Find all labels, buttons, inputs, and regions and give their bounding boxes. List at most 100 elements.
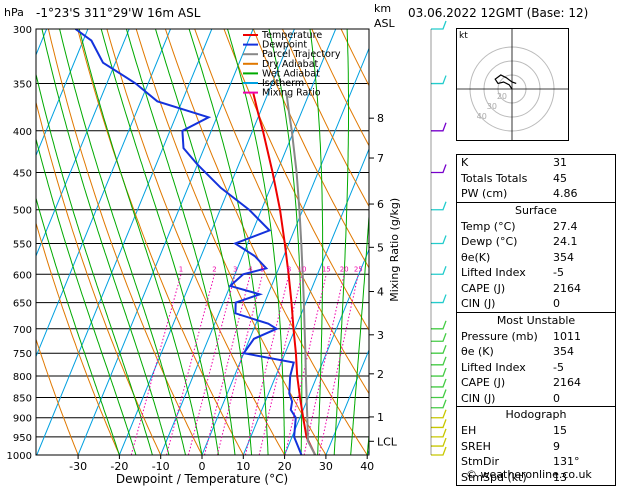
index-row: CAPE (J) 2164 bbox=[457, 375, 615, 391]
index-value: 4.86 bbox=[553, 187, 578, 200]
isotherm-line bbox=[36, 29, 213, 455]
credit-text: © weatheronline.co.uk bbox=[466, 468, 592, 481]
dry-adiabat-line bbox=[135, 29, 327, 455]
index-label: Lifted Index bbox=[461, 266, 526, 279]
index-label: CIN (J) bbox=[461, 391, 496, 405]
wet-adiabat-line bbox=[155, 29, 253, 455]
x-tick-label: 40 bbox=[360, 460, 374, 473]
index-row: θe (K) 354 bbox=[457, 344, 615, 360]
x-tick-label: 0 bbox=[199, 460, 206, 473]
legend-entry-label: Dewpoint bbox=[262, 40, 307, 51]
mixing-ratio-line bbox=[130, 274, 182, 455]
isotherm-line bbox=[77, 29, 254, 455]
wet-adiabat-line bbox=[41, 29, 170, 455]
wet-adiabat-line bbox=[350, 209, 369, 455]
index-value: 13 bbox=[553, 470, 567, 484]
index-label: θe(K) bbox=[461, 250, 491, 264]
hodograph-frame bbox=[456, 28, 569, 141]
legend-entry-label: Wet Adiabat bbox=[262, 68, 320, 79]
isotherm-line bbox=[201, 47, 369, 455]
asl-unit-label: ASL bbox=[374, 17, 396, 30]
pressure-tick-label: 350 bbox=[13, 80, 32, 91]
legend-entry-label: Mixing Ratio bbox=[262, 88, 321, 99]
x-tick-label: -20 bbox=[110, 460, 128, 473]
hodograph-ring-label: 30 bbox=[487, 102, 497, 111]
dry-adiabat-line bbox=[252, 29, 369, 269]
index-label: EH bbox=[461, 424, 477, 437]
hodograph-ring-label: 20 bbox=[497, 92, 507, 101]
index-value: 24.1 bbox=[553, 235, 578, 248]
height-tick-label: 3 bbox=[377, 329, 384, 342]
index-label: SREH bbox=[461, 439, 491, 453]
height-tick-label: 2 bbox=[377, 368, 384, 381]
wet-adiabat-line bbox=[309, 29, 324, 455]
index-label: Lifted Index bbox=[461, 360, 526, 374]
surface-box: Surface Temp (°C) 27.4 Dewp (°C) 24.1 θe(K… bbox=[456, 202, 616, 313]
index-label: Dewp (°C) bbox=[461, 235, 518, 248]
index-label: θe (K) bbox=[461, 345, 494, 358]
x-axis-label: Dewpoint / Temperature (°C) bbox=[116, 472, 288, 486]
index-label: CAPE (J) bbox=[461, 281, 506, 295]
index-value: 27.4 bbox=[553, 219, 578, 233]
index-value: 9 bbox=[553, 439, 560, 453]
wet-adiabat-line bbox=[59, 29, 186, 455]
isotherm-line bbox=[242, 147, 369, 455]
index-value: 2164 bbox=[553, 281, 581, 295]
index-value: 354 bbox=[553, 345, 574, 358]
index-value: 1011 bbox=[553, 329, 581, 343]
index-row: Temp (°C) 27.4 bbox=[457, 219, 615, 235]
wet-adiabat-line bbox=[78, 29, 203, 455]
index-label: K bbox=[461, 156, 469, 169]
index-label: Temp (°C) bbox=[461, 219, 516, 233]
dry-adiabat-line bbox=[77, 29, 244, 455]
wind-barb bbox=[431, 266, 447, 275]
index-row: CIN (J) 0 bbox=[457, 391, 615, 407]
wind-barb bbox=[431, 389, 447, 399]
wet-adiabat-line bbox=[188, 29, 269, 455]
index-value: -5 bbox=[553, 266, 564, 279]
wet-adiabat-line bbox=[36, 196, 120, 455]
index-row: PW (cm) 4.86 bbox=[457, 186, 615, 202]
mixing-ratio-label: 1 bbox=[179, 265, 183, 273]
wind-barb bbox=[431, 367, 447, 377]
wet-adiabat-line bbox=[36, 72, 153, 455]
index-row: StmSpd (kt) 13 bbox=[457, 470, 615, 486]
index-row: EH 15 bbox=[457, 423, 615, 439]
x-tick-label: -10 bbox=[152, 460, 170, 473]
index-label: StmSpd (kt) bbox=[461, 470, 527, 484]
index-row: K 31 bbox=[457, 155, 615, 171]
wind-barb bbox=[431, 409, 447, 419]
hodograph-ring-label: 40 bbox=[477, 112, 487, 121]
sounding-datetime: 03.06.2022 12GMT (Base: 12) bbox=[408, 6, 589, 20]
pressure-tick-label: 1000 bbox=[7, 451, 32, 462]
mixing-ratio-axis-label: Mixing Ratio (g/kg) bbox=[388, 198, 401, 302]
wind-barb bbox=[431, 399, 447, 409]
hodograph-trace bbox=[494, 74, 517, 90]
height-tick-label: 8 bbox=[377, 112, 384, 125]
wind-barb bbox=[431, 235, 447, 245]
index-value: 45 bbox=[553, 171, 567, 185]
isotherm-line bbox=[325, 348, 369, 455]
legend-entry-label: Parcel Trajectory bbox=[262, 49, 341, 60]
height-tick-label: 7 bbox=[377, 152, 384, 165]
most-unstable-title: Most Unstable bbox=[496, 313, 576, 327]
pressure-unit-label: hPa bbox=[4, 6, 24, 19]
surface-title: Surface bbox=[515, 203, 557, 217]
wet-adiabat-line bbox=[333, 29, 349, 455]
station-location: -1°23'S 311°29'W 16m ASL bbox=[36, 6, 201, 20]
wind-barb bbox=[431, 332, 447, 342]
dry-adiabat-line bbox=[36, 100, 162, 455]
isotherm-line bbox=[0, 29, 5, 455]
mixing-ratio-label: 10 bbox=[297, 265, 306, 273]
hodograph-unit-label: kt bbox=[459, 31, 468, 41]
dry-adiabat-line bbox=[164, 29, 368, 455]
index-row: CAPE (J) 2164 bbox=[457, 281, 615, 297]
mixing-ratio-line bbox=[284, 274, 327, 455]
height-tick-label: 5 bbox=[377, 241, 384, 254]
series-dewpoint-line bbox=[74, 29, 303, 455]
mixing-ratio-line bbox=[204, 274, 251, 455]
index-value: 0 bbox=[553, 297, 560, 310]
index-box-top: K 31 Totals Totals 45 PW (cm) 4.86 bbox=[456, 154, 616, 203]
index-label: StmDir bbox=[461, 455, 500, 468]
